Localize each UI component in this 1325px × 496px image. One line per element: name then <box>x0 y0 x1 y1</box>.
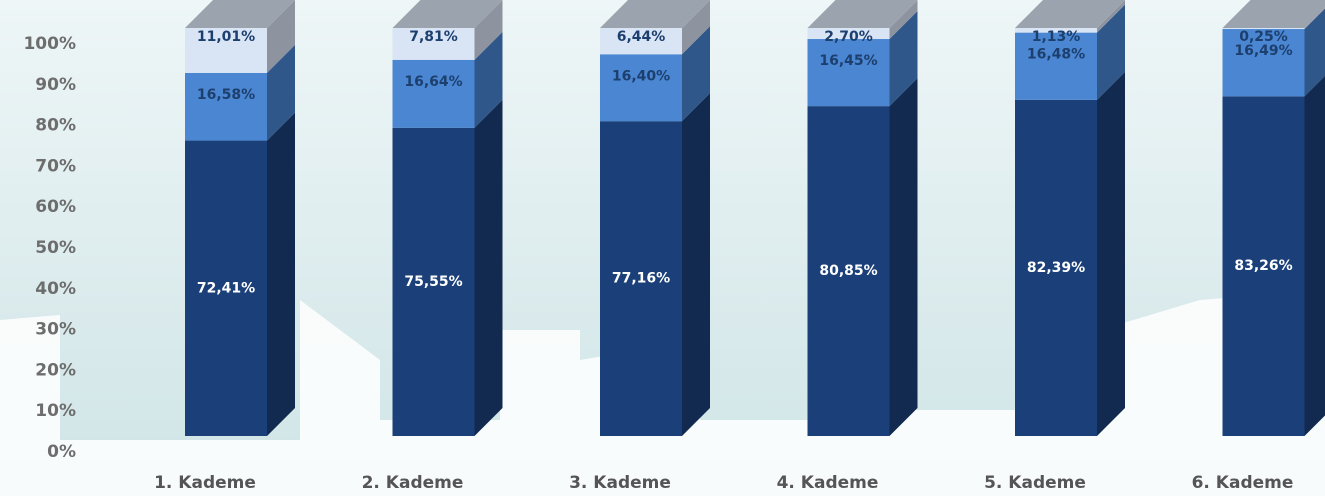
bar-segment-side <box>474 0 503 60</box>
data-label: 16,48% <box>1027 47 1085 63</box>
bar-segment <box>600 28 682 55</box>
bar-top <box>392 0 503 28</box>
data-label: 16,64% <box>404 74 462 90</box>
bar-segment-side <box>1304 7 1325 30</box>
bar-segment <box>392 59 475 128</box>
bar-segment-side <box>1304 75 1325 436</box>
data-label: 82,39% <box>1027 260 1085 276</box>
data-label: 2,70% <box>824 29 873 45</box>
bar-segment-side <box>1097 4 1125 100</box>
bar-segment <box>807 39 890 107</box>
data-label: 16,45% <box>819 53 877 69</box>
bar-segment <box>807 28 890 40</box>
data-label: 83,26% <box>1234 258 1292 274</box>
bar-segment <box>185 140 267 436</box>
bar-top <box>185 0 295 28</box>
bar-segment <box>1015 99 1097 436</box>
y-tick-label: 40% <box>35 279 76 299</box>
bar-segment <box>1222 28 1305 30</box>
bar-segment <box>1222 29 1305 97</box>
y-tick-label: 0% <box>47 442 76 462</box>
y-tick-label: 100% <box>23 34 76 54</box>
data-label: 75,55% <box>404 274 462 290</box>
x-tick-label: 3. Kademe <box>569 473 671 493</box>
x-tick-label: 2. Kademe <box>362 473 464 493</box>
bar-segment <box>392 28 475 60</box>
y-tick-label: 80% <box>35 116 76 136</box>
bar-segment <box>1015 28 1097 33</box>
bar-segment <box>600 54 682 122</box>
bar-segment <box>1015 32 1097 100</box>
bar-segment-side <box>1097 0 1125 33</box>
bar-segment <box>807 106 890 436</box>
data-label: 80,85% <box>819 263 877 279</box>
y-tick-label: 70% <box>35 156 76 176</box>
x-tick-label: 1. Kademe <box>154 473 256 493</box>
bar-segment-side <box>1304 8 1325 97</box>
bar-segment-side <box>889 0 918 40</box>
bar-segment-side <box>267 0 295 73</box>
data-label: 0,25% <box>1239 29 1288 45</box>
y-tick-label: 10% <box>35 401 76 421</box>
data-label: 72,41% <box>197 280 255 296</box>
bar-segment-side <box>682 26 710 122</box>
x-tick-label: 4. Kademe <box>777 473 879 493</box>
y-tick-label: 60% <box>35 197 76 217</box>
bar-segment-side <box>474 31 503 128</box>
bar-segment <box>185 28 267 73</box>
bar-top <box>600 0 710 28</box>
bar-segment-side <box>267 112 295 436</box>
y-tick-label: 50% <box>35 238 76 258</box>
data-label: 7,81% <box>409 29 458 45</box>
bar-segment-side <box>889 11 918 107</box>
bar-segment-side <box>682 93 710 437</box>
bar-segment-side <box>1097 71 1125 436</box>
bar-top <box>807 0 918 28</box>
data-label: 11,01% <box>197 29 255 45</box>
bar-segment <box>392 127 475 437</box>
data-label: 16,40% <box>612 68 670 84</box>
y-tick-label: 30% <box>35 320 76 340</box>
data-label: 16,49% <box>1234 43 1292 59</box>
bar-top <box>1222 0 1325 28</box>
data-label: 6,44% <box>617 29 666 45</box>
x-tick-label: 6. Kademe <box>1192 473 1294 493</box>
bar-segment <box>1222 96 1305 437</box>
bar-top <box>1015 0 1125 28</box>
x-tick-label: 5. Kademe <box>984 473 1086 493</box>
bar-segment <box>600 121 682 437</box>
bar-segment-side <box>267 44 295 141</box>
bar-segment <box>185 72 267 141</box>
data-label: 1,13% <box>1032 29 1081 45</box>
data-label: 77,16% <box>612 271 670 287</box>
bar-segment-side <box>682 0 710 55</box>
y-tick-label: 90% <box>35 75 76 95</box>
bar-segment-side <box>474 99 503 437</box>
bar-segment-side <box>889 78 918 436</box>
y-tick-label: 20% <box>35 360 76 380</box>
data-label: 16,58% <box>197 87 255 103</box>
